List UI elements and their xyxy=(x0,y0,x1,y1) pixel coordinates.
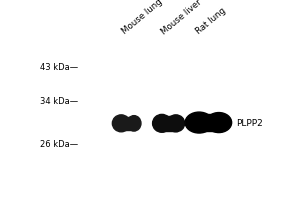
Text: Mouse lung: Mouse lung xyxy=(120,0,164,36)
Ellipse shape xyxy=(127,116,141,131)
Text: 26 kDa—: 26 kDa— xyxy=(40,140,78,149)
Ellipse shape xyxy=(185,112,213,133)
FancyBboxPatch shape xyxy=(198,114,220,131)
Text: 43 kDa—: 43 kDa— xyxy=(40,63,78,72)
Text: 34 kDa—: 34 kDa— xyxy=(40,97,78,106)
Ellipse shape xyxy=(206,113,232,133)
Ellipse shape xyxy=(167,115,185,132)
FancyBboxPatch shape xyxy=(120,117,135,130)
Text: PLPP2: PLPP2 xyxy=(236,119,263,128)
Ellipse shape xyxy=(153,114,171,132)
Text: Mouse liver: Mouse liver xyxy=(160,0,203,36)
Ellipse shape xyxy=(112,115,130,132)
FancyBboxPatch shape xyxy=(161,116,177,131)
Text: Rat lung: Rat lung xyxy=(194,6,228,36)
